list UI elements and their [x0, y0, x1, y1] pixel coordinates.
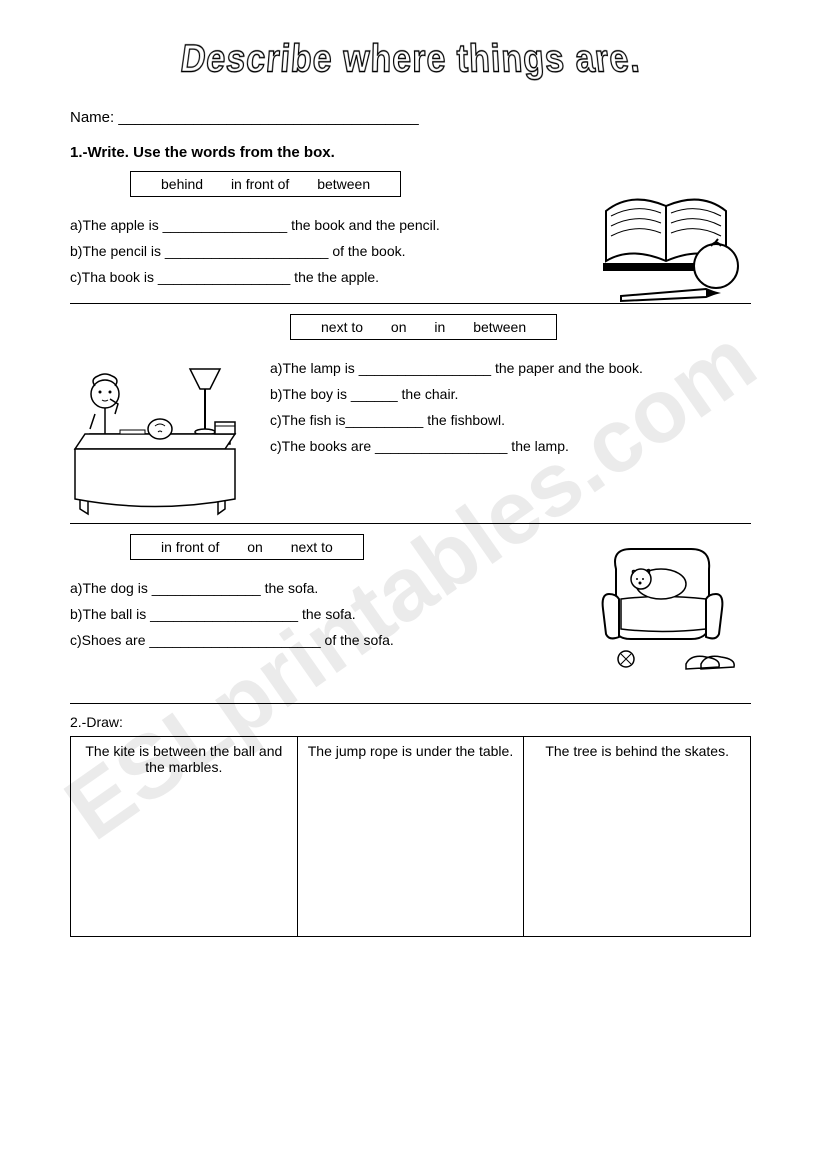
name-field-line: Name: __________________________________…	[70, 109, 751, 126]
word-box-1: behind in front of between	[130, 171, 401, 197]
word: on	[247, 539, 263, 555]
worksheet-page: Describe where things are. Name: _______…	[0, 0, 821, 967]
section-3: in front of on next to a)The dog is ____…	[70, 534, 751, 704]
question-2a: a)The lamp is _________________ the pape…	[270, 360, 751, 376]
draw-table: The kite is between the ball and the mar…	[70, 736, 751, 937]
instruction-1: 1.-Write. Use the words from the box.	[70, 144, 751, 161]
word: in front of	[231, 176, 289, 192]
draw-cell-2: The jump rope is under the table.	[297, 737, 524, 937]
word: in	[434, 319, 445, 335]
section-1: behind in front of between a)The apple i…	[70, 171, 751, 304]
word-box-3: in front of on next to	[130, 534, 364, 560]
word: on	[391, 319, 407, 335]
title-container: Describe where things are.	[70, 40, 751, 79]
word-box-2: next to on in between	[290, 314, 557, 340]
draw-cell-1: The kite is between the ball and the mar…	[71, 737, 298, 937]
dog-sofa-image	[591, 529, 741, 679]
question-2d: c)The books are _________________ the la…	[270, 438, 751, 454]
question-2b: b)The boy is ______ the chair.	[270, 386, 751, 402]
word: next to	[291, 539, 333, 555]
book-icon	[591, 181, 751, 311]
page-title: Describe where things are.	[178, 38, 643, 82]
boy-desk-lamp-image	[60, 354, 260, 524]
word: between	[317, 176, 370, 192]
word: between	[473, 319, 526, 335]
book-apple-pencil-image	[591, 181, 751, 311]
section-2: next to on in between a)The lamp is ____…	[70, 314, 751, 524]
desk-scene-icon	[60, 354, 260, 524]
instruction-2: 2.-Draw:	[70, 714, 751, 730]
word: in front of	[161, 539, 219, 555]
draw-cell-3: The tree is behind the skates.	[524, 737, 751, 937]
word: behind	[161, 176, 203, 192]
sofa-icon	[591, 529, 741, 679]
question-2c: c)The fish is__________ the fishbowl.	[270, 412, 751, 428]
word: next to	[321, 319, 363, 335]
